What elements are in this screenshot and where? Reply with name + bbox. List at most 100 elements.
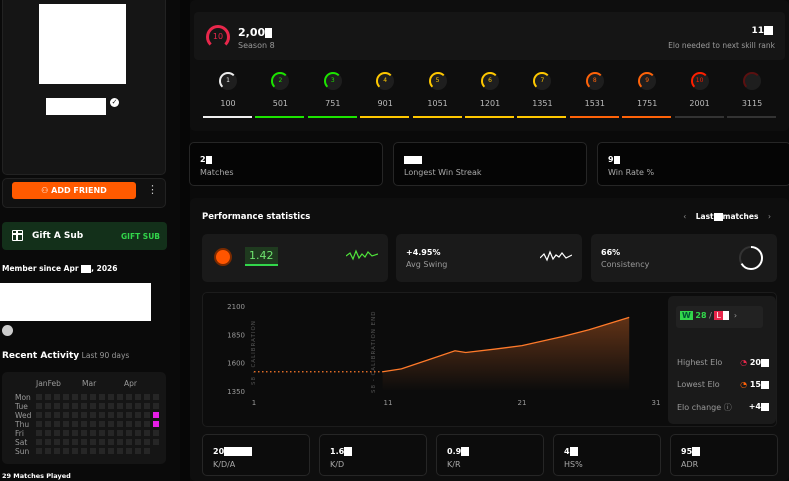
heatmap-cell[interactable] [99,421,105,427]
heatmap-cell[interactable] [72,403,78,409]
heatmap-cell[interactable] [45,394,51,400]
win-loss-record[interactable]: W 28 / L › [676,306,763,328]
heatmap-cell[interactable] [54,448,60,454]
heatmap-cell[interactable] [72,448,78,454]
heatmap-cell[interactable] [144,439,150,445]
heatmap-cell[interactable] [54,421,60,427]
heatmap-cell[interactable] [90,430,96,436]
heatmap-cell[interactable] [36,430,42,436]
heatmap-cell[interactable] [126,439,132,445]
heatmap-cell[interactable] [108,448,114,454]
heatmap-cell[interactable] [135,403,141,409]
heatmap-cell[interactable] [81,439,87,445]
heatmap-cell[interactable] [99,412,105,418]
heatmap-cell[interactable] [153,403,159,409]
heatmap-cell[interactable] [99,448,105,454]
heatmap-cell[interactable] [36,421,42,427]
heatmap-cell[interactable] [63,394,69,400]
heatmap-cell[interactable] [54,430,60,436]
heatmap-cell[interactable] [45,403,51,409]
heatmap-cell[interactable] [153,430,159,436]
heatmap-cell[interactable] [117,421,123,427]
heatmap-cell[interactable] [117,448,123,454]
heatmap-cell[interactable] [63,448,69,454]
heatmap-cell[interactable] [117,403,123,409]
heatmap-cell[interactable] [144,403,150,409]
heatmap-cell[interactable] [126,394,132,400]
heatmap-cell[interactable] [72,439,78,445]
heatmap-cell[interactable] [99,439,105,445]
add-friend-button[interactable]: ⚇ ADD FRIEND [12,182,136,199]
heatmap-cell[interactable] [108,394,114,400]
heatmap-cell[interactable] [153,412,159,418]
heatmap-cell[interactable] [63,412,69,418]
heatmap-cell[interactable] [45,430,51,436]
heatmap-cell[interactable] [36,394,42,400]
heatmap-cell[interactable] [45,439,51,445]
heatmap-cell[interactable] [99,394,105,400]
heatmap-cell[interactable] [63,430,69,436]
heatmap-cell[interactable] [54,403,60,409]
heatmap-cell[interactable] [153,439,159,445]
heatmap-cell[interactable] [135,430,141,436]
heatmap-cell[interactable] [108,430,114,436]
heatmap-cell[interactable] [117,439,123,445]
heatmap-cell[interactable] [81,394,87,400]
heatmap-cell[interactable] [153,421,159,427]
heatmap-cell[interactable] [36,448,42,454]
heatmap-cell[interactable] [126,430,132,436]
heatmap-cell[interactable] [108,403,114,409]
heatmap-cell[interactable] [90,448,96,454]
heatmap-cell[interactable] [81,412,87,418]
heatmap-cell[interactable] [90,394,96,400]
heatmap-cell[interactable] [135,421,141,427]
heatmap-cell[interactable] [54,394,60,400]
heatmap-cell[interactable] [135,394,141,400]
heatmap-cell[interactable] [90,412,96,418]
heatmap-cell[interactable] [63,439,69,445]
gift-sub-button[interactable]: GIFT SUB [121,232,161,241]
heatmap-cell[interactable] [117,430,123,436]
heatmap-cell[interactable] [72,430,78,436]
heatmap-cell[interactable] [36,412,42,418]
heatmap-cell[interactable] [54,439,60,445]
heatmap-cell[interactable] [153,394,159,400]
heatmap-cell[interactable] [81,403,87,409]
steam-icon[interactable] [2,325,13,336]
match-range-selector[interactable]: ‹ Last matches › [683,212,771,221]
heatmap-cell[interactable] [126,412,132,418]
kebab-icon[interactable]: ⋮ [147,183,158,196]
heatmap-cell[interactable] [45,412,51,418]
heatmap-cell[interactable] [72,421,78,427]
heatmap-cell[interactable] [81,448,87,454]
heatmap-cell[interactable] [117,394,123,400]
heatmap-cell[interactable] [144,412,150,418]
heatmap-cell[interactable] [45,448,51,454]
heatmap-cell[interactable] [108,421,114,427]
heatmap-cell[interactable] [135,448,141,454]
heatmap-cell[interactable] [81,421,87,427]
heatmap-cell[interactable] [63,421,69,427]
heatmap-cell[interactable] [117,412,123,418]
heatmap-cell[interactable] [36,439,42,445]
heatmap-cell[interactable] [126,421,132,427]
heatmap-cell[interactable] [135,439,141,445]
heatmap-cell[interactable] [99,403,105,409]
heatmap-cell[interactable] [144,421,150,427]
heatmap-cell[interactable] [54,412,60,418]
heatmap-cell[interactable] [99,430,105,436]
heatmap-cell[interactable] [144,430,150,436]
heatmap-cell[interactable] [72,394,78,400]
heatmap-cell[interactable] [36,403,42,409]
heatmap-cell[interactable] [144,394,150,400]
heatmap-cell[interactable] [126,403,132,409]
heatmap-cell[interactable] [108,412,114,418]
heatmap-cell[interactable] [90,439,96,445]
heatmap-cell[interactable] [72,412,78,418]
heatmap-cell[interactable] [135,412,141,418]
heatmap-cell[interactable] [63,403,69,409]
heatmap-cell[interactable] [126,448,132,454]
heatmap-cell[interactable] [90,421,96,427]
heatmap-cell[interactable] [45,421,51,427]
heatmap-cell[interactable] [108,439,114,445]
